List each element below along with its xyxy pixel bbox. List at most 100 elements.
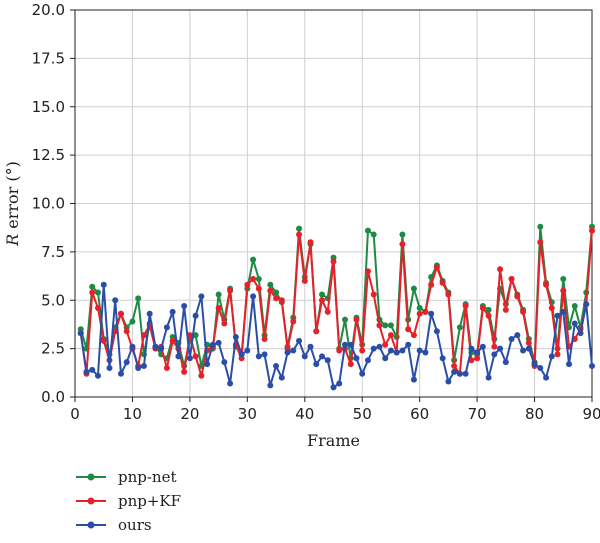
data-point-pnp-kf: [416, 310, 423, 317]
data-point-ours: [479, 343, 486, 350]
legend-swatch-marker: [87, 521, 95, 529]
y-tick-label: 17.5: [32, 49, 65, 67]
data-point-pnp-kf: [433, 264, 440, 271]
data-point-pnp-net: [273, 289, 280, 296]
data-point-ours: [416, 347, 423, 354]
data-point-ours: [543, 374, 550, 381]
data-point-pnp-kf: [353, 316, 360, 323]
data-point-ours: [175, 353, 182, 360]
data-point-ours: [508, 335, 515, 342]
data-point-ours: [140, 363, 147, 370]
data-point-pnp-kf: [296, 231, 303, 238]
y-axis-label-symbol: R: [3, 234, 22, 247]
legend-swatch-marker: [87, 473, 95, 481]
y-tick-label: 10.0: [32, 195, 65, 213]
legend-label: pnp+KF: [118, 492, 181, 510]
data-point-ours: [485, 374, 492, 381]
data-point-pnp-kf: [140, 332, 147, 339]
data-point-ours: [422, 349, 429, 356]
data-point-pnp-kf: [554, 351, 561, 358]
data-point-ours: [364, 357, 371, 364]
data-point-pnp-net: [382, 322, 389, 329]
data-point-pnp-net: [456, 324, 463, 331]
legend-label: ours: [118, 516, 152, 534]
data-point-ours: [577, 330, 584, 337]
data-point-ours: [209, 341, 216, 348]
axis-ticks: 0 10 20 30 40 50 60 70 80 90 0.0 2.5 5.0 7.5 10.0 12.5 1…: [32, 1, 600, 423]
data-point-ours: [169, 308, 176, 315]
data-point-pnp-kf: [94, 304, 101, 311]
data-point-ours: [324, 357, 331, 364]
data-point-ours: [192, 312, 199, 319]
data-point-ours: [129, 343, 136, 350]
data-point-pnp-kf: [290, 318, 297, 325]
data-point-ours: [152, 343, 159, 350]
data-point-pnp-net: [319, 291, 326, 298]
data-point-pnp-net: [416, 304, 423, 311]
data-point-pnp-kf: [273, 295, 280, 302]
data-point-pnp-kf: [336, 347, 343, 354]
data-point-ours: [514, 332, 521, 339]
data-point-ours: [319, 353, 326, 360]
x-tick-label: 10: [123, 405, 142, 423]
x-tick-label: 30: [238, 405, 257, 423]
data-point-ours: [399, 347, 406, 354]
data-point-ours: [583, 301, 590, 308]
data-point-ours: [502, 359, 509, 366]
data-point-ours: [273, 363, 280, 370]
data-point-pnp-kf: [451, 363, 458, 370]
data-point-pnp-kf: [405, 326, 412, 333]
data-point-ours: [255, 353, 262, 360]
data-point-ours: [313, 361, 320, 368]
data-point-ours: [560, 308, 567, 315]
legend-item-pnp-kf: pnp+KF: [76, 492, 181, 510]
data-point-ours: [83, 368, 90, 375]
data-point-pnp-net: [370, 231, 377, 238]
data-point-pnp-kf: [387, 332, 394, 339]
data-point-pnp-kf: [422, 308, 429, 315]
data-point-pnp-kf: [123, 328, 130, 335]
data-point-ours: [117, 370, 124, 377]
data-point-pnp-kf: [192, 353, 199, 360]
data-point-ours: [462, 370, 469, 377]
series-ours: [77, 281, 595, 391]
data-point-pnp-net: [364, 227, 371, 234]
data-point-ours: [307, 343, 314, 350]
data-point-ours: [405, 341, 412, 348]
data-point-ours: [296, 337, 303, 344]
data-point-ours: [566, 361, 573, 368]
data-point-pnp-kf: [485, 312, 492, 319]
data-point-pnp-kf: [319, 297, 326, 304]
data-point-ours: [445, 378, 452, 385]
x-tick-label: 40: [295, 405, 314, 423]
y-tick-label: 7.5: [41, 243, 65, 261]
data-point-pnp-kf: [428, 281, 435, 288]
data-point-ours: [100, 281, 107, 288]
data-point-pnp-kf: [560, 287, 567, 294]
data-point-pnp-kf: [198, 372, 205, 379]
data-point-pnp-net: [387, 322, 394, 329]
data-point-ours: [198, 293, 205, 300]
legend-item-pnp-net: pnp-net: [76, 468, 177, 486]
data-point-ours: [428, 310, 435, 317]
series-pnp-kf: [77, 227, 595, 379]
data-point-ours: [520, 347, 527, 354]
data-point-ours: [250, 293, 257, 300]
data-point-ours: [89, 366, 96, 373]
data-point-ours: [215, 339, 222, 346]
data-point-ours: [232, 334, 239, 341]
data-point-pnp-kf: [491, 343, 498, 350]
data-point-ours: [146, 310, 153, 317]
data-point-pnp-net: [485, 306, 492, 313]
data-point-ours: [370, 345, 377, 352]
series-line-ours: [79, 283, 593, 389]
data-point-pnp-kf: [376, 322, 383, 329]
data-point-ours: [497, 345, 504, 352]
data-point-ours: [387, 347, 394, 354]
data-point-ours: [267, 382, 274, 389]
series-line-pnp-kf: [79, 230, 593, 377]
data-point-pnp-net: [267, 281, 274, 288]
data-point-pnp-net: [537, 223, 544, 230]
data-point-pnp-kf: [215, 304, 222, 311]
